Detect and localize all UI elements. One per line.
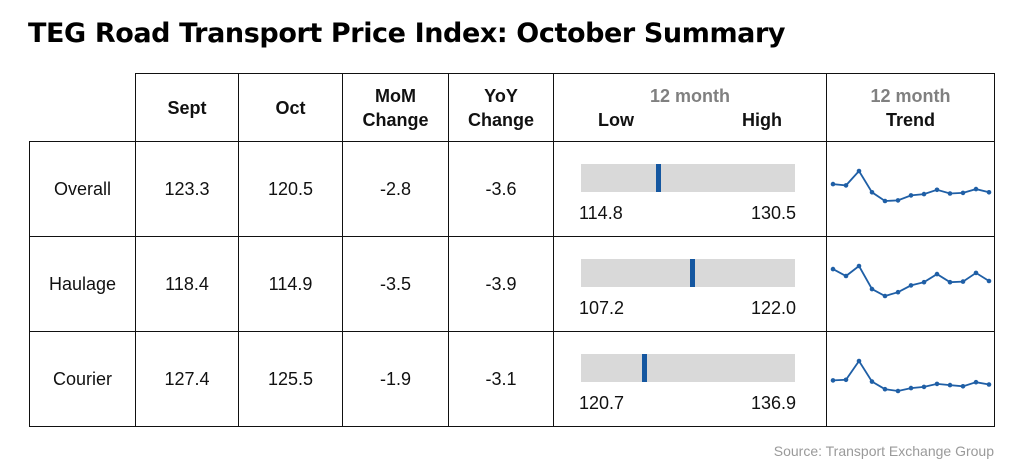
trend-cell: [826, 236, 995, 332]
trend-point: [882, 293, 887, 299]
row-label: Overall: [29, 141, 136, 237]
header-row: Sept Oct MoM Change YoY Change 12 month …: [29, 73, 995, 142]
trend-point: [869, 190, 874, 195]
range-high-value: 122.0: [750, 298, 796, 318]
trend-point: [986, 190, 991, 195]
range-marker: [689, 259, 695, 287]
range-cell: 120.7 136.9: [553, 331, 827, 427]
trend-point: [973, 379, 978, 385]
trend-point: [960, 384, 965, 389]
sept-value: 118.4: [135, 236, 239, 332]
header-mom-line1: MoM: [375, 85, 416, 106]
trend-point: [895, 198, 900, 203]
header-trend-top: 12 month: [870, 85, 951, 106]
mom-value: -2.8: [342, 141, 449, 237]
trend-cell: [826, 141, 995, 237]
trend-point: [921, 384, 926, 390]
corner-cell: [29, 73, 136, 142]
trend-point: [986, 278, 991, 284]
trend-point: [856, 263, 861, 269]
oct-value: 125.5: [238, 331, 343, 427]
range-bar: [581, 259, 795, 287]
trend-line: [832, 264, 989, 297]
trend-point: [843, 273, 848, 279]
header-trend-bottom: Trend: [885, 109, 935, 130]
header-mom: MoM Change: [342, 73, 449, 142]
trend-point: [843, 377, 848, 383]
row-label: Haulage: [29, 236, 136, 332]
header-sept: Sept: [135, 73, 239, 142]
table-row-haulage: Haulage 118.4 114.9 -3.5 -3.9 107.2 122.…: [29, 236, 995, 332]
trend-point: [856, 358, 861, 364]
range-low-value: 107.2: [579, 298, 625, 318]
range-high-value: 136.9: [750, 393, 796, 413]
table-row-courier: Courier 127.4 125.5 -1.9 -3.1 120.7 136.…: [29, 331, 995, 427]
trend-point: [895, 388, 900, 394]
trend-sparkline: [830, 263, 991, 299]
summary-table: Sept Oct MoM Change YoY Change 12 month …: [29, 73, 995, 427]
trend-point: [908, 283, 913, 288]
header-yoy-line2: Change: [467, 109, 534, 130]
trend-point: [882, 198, 887, 204]
trend-point: [830, 266, 835, 272]
header-trend: 12 month Trend: [826, 73, 995, 142]
trend-point: [947, 191, 952, 196]
range-bar: [581, 164, 795, 192]
trend-point: [856, 168, 861, 174]
source-note: Source: Transport Exchange Group: [773, 443, 994, 459]
header-range-top: 12 month: [649, 85, 730, 106]
header-range-low: Low: [598, 109, 634, 130]
trend-point: [882, 386, 887, 392]
header-range: 12 month Low High: [553, 73, 827, 142]
range-low-value: 120.7: [579, 393, 625, 413]
trend-point: [908, 385, 913, 391]
trend-point: [869, 379, 874, 384]
trend-sparkline: [830, 168, 991, 204]
trend-point: [830, 378, 835, 383]
range-cell: 107.2 122.0: [553, 236, 827, 332]
yoy-value: -3.6: [448, 141, 554, 237]
yoy-value: -3.9: [448, 236, 554, 332]
mom-value: -3.5: [342, 236, 449, 332]
trend-sparkline: [830, 358, 991, 394]
header-oct: Oct: [238, 73, 343, 142]
range-low-value: 114.8: [579, 203, 623, 223]
range-cell: 114.8 130.5: [553, 141, 827, 237]
yoy-value: -3.1: [448, 331, 554, 427]
trend-point: [895, 289, 900, 295]
trend-point: [934, 271, 939, 277]
trend-point: [830, 181, 835, 187]
trend-point: [869, 286, 874, 292]
trend-point: [986, 382, 991, 387]
trend-point: [934, 187, 939, 193]
header-range-high: High: [742, 109, 782, 130]
trend-point: [843, 183, 848, 188]
trend-point: [947, 382, 952, 388]
range-marker: [656, 164, 662, 192]
row-label: Courier: [29, 331, 136, 427]
oct-value: 120.5: [238, 141, 343, 237]
trend-point: [908, 193, 913, 198]
trend-point: [973, 186, 978, 192]
header-yoy: YoY Change: [448, 73, 554, 142]
mom-value: -1.9: [342, 331, 449, 427]
sept-value: 123.3: [135, 141, 239, 237]
range-high-value: 130.5: [750, 203, 796, 223]
trend-point: [973, 270, 978, 276]
header-yoy-line1: YoY: [484, 85, 518, 106]
trend-point: [921, 279, 926, 285]
range-marker: [641, 354, 647, 382]
trend-cell: [826, 331, 995, 427]
trend-point: [947, 279, 952, 285]
table-row-overall: Overall 123.3 120.5 -2.8 -3.6 114.8 130.…: [29, 141, 995, 237]
range-bar: [581, 354, 795, 382]
trend-point: [921, 191, 926, 197]
page-title: TEG Road Transport Price Index: October …: [28, 18, 786, 49]
trend-point: [934, 381, 939, 387]
header-mom-line2: Change: [362, 109, 429, 130]
trend-point: [960, 190, 965, 196]
oct-value: 114.9: [238, 236, 343, 332]
sept-value: 127.4: [135, 331, 239, 427]
trend-point: [960, 279, 965, 284]
